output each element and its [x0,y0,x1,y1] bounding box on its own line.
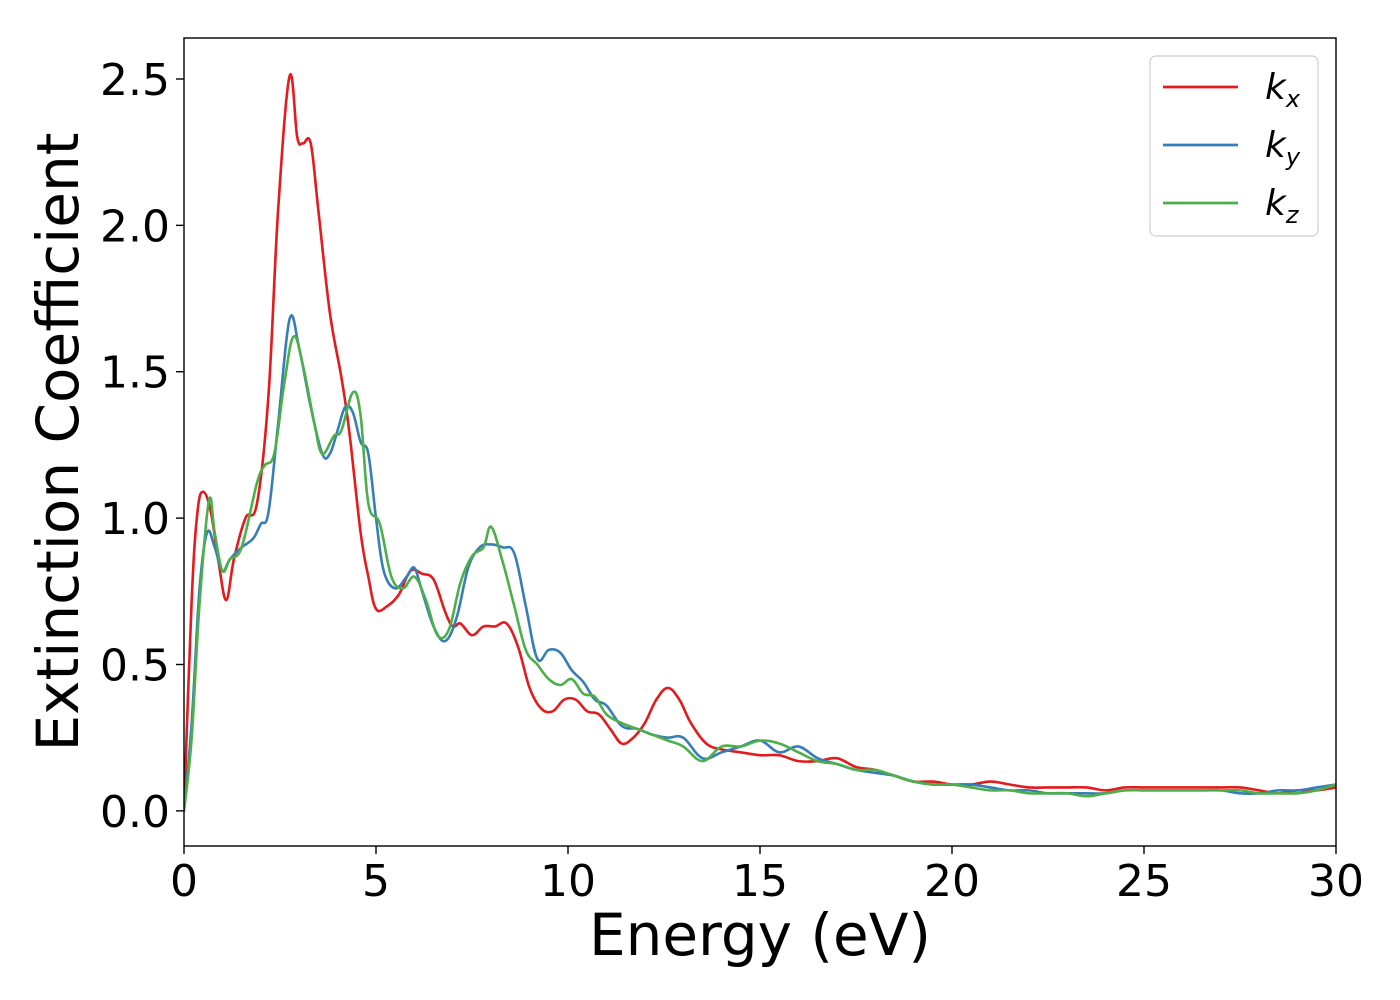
legend-label-base: k [1265,125,1288,166]
y-tick-label: 0.5 [100,640,170,691]
y-tick-label: 0.0 [100,787,170,838]
legend-label-y: ky [1265,125,1301,171]
y-axis-title: Extinction Coefficient [24,133,92,752]
legend-label-subscript: x [1285,85,1301,113]
series-layer [184,72,1336,813]
x-axis-title: Energy (eV) [589,901,931,969]
y-tick-label: 1.5 [100,348,170,399]
legend-label-subscript: z [1285,201,1300,229]
y-axis-ticks: 0.0 0.5 1.0 1.5 2.0 2.5 [100,55,184,838]
x-tick-label: 15 [732,856,788,907]
x-tick-label: 25 [1116,856,1172,907]
legend-label-x: kx [1265,67,1301,113]
series-line-y [184,314,1336,813]
x-axis-ticks: 0 5 10 15 20 25 30 [170,846,1364,907]
series-line-x [184,72,1336,813]
legend-label-base: k [1265,67,1288,108]
x-tick-label: 0 [170,856,198,907]
series-line-z [184,334,1336,813]
x-tick-label: 5 [362,856,390,907]
x-tick-label: 20 [924,856,980,907]
x-tick-label: 30 [1308,856,1364,907]
y-tick-label: 2.0 [100,201,170,252]
x-tick-label: 10 [540,856,596,907]
legend-label-z: kz [1265,183,1300,229]
y-tick-label: 1.0 [100,494,170,545]
legend-label-base: k [1265,183,1288,224]
legend-label-subscript: y [1285,143,1301,171]
y-tick-label: 2.5 [100,55,170,106]
